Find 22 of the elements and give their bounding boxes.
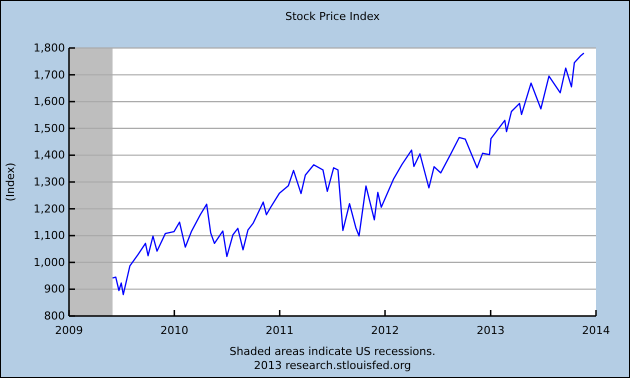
chart-title: Stock Price Index [285, 10, 380, 23]
y-tick-label: 1,800 [34, 42, 65, 55]
y-tick-label: 900 [44, 282, 65, 296]
y-tick-label: 1,200 [34, 202, 65, 216]
y-tick-label: 1,400 [34, 148, 65, 162]
y-tick-label: 1,300 [34, 176, 65, 189]
y-tick-label: 1,000 [34, 256, 65, 269]
text: Shaded areas indicate US recessions. [230, 345, 436, 358]
text: 2013 research.stlouisfed.org [254, 359, 412, 372]
y-tick-label: 1,700 [34, 68, 65, 82]
x-tick-label: 2014 [582, 324, 610, 337]
y-axis-title: (Index) [4, 162, 17, 202]
x-tick-label: 2011 [266, 324, 294, 337]
y-tick-label: 1,600 [34, 95, 65, 108]
y-tick-label: 1,500 [34, 122, 65, 135]
x-tick-label: 2012 [371, 324, 400, 337]
x-tick-label: 2013 [476, 324, 505, 337]
x-tick-label: 2010 [160, 324, 188, 337]
line-series [112, 52, 585, 296]
y-tick-label: 1,100 [34, 229, 65, 242]
x-tick-label: 2009 [55, 324, 83, 337]
y-tick-label: 800 [44, 310, 65, 323]
